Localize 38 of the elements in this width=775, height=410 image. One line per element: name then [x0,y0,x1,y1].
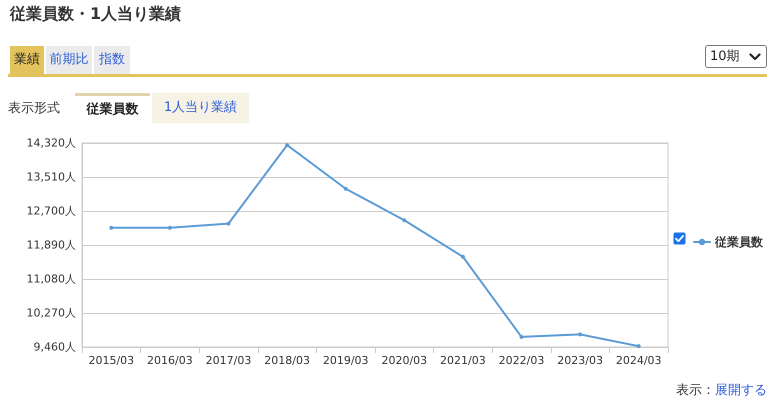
legend-label: 従業員数 [714,235,764,249]
point [226,222,230,226]
point [578,332,582,336]
y-tick-label: 11,080人 [26,272,76,286]
x-tick-label: 2024/03 [616,354,662,367]
point [109,226,114,230]
x-tick-label: 2021/03 [440,354,486,367]
point [285,143,290,148]
y-tick-label: 9,460人 [34,340,76,354]
point [168,226,172,230]
x-tick-label: 2017/03 [206,354,252,367]
text: 表示形式 [8,100,60,117]
point [520,334,524,339]
point [402,218,406,222]
text: 指数 [94,46,130,74]
text: 業績 [10,46,44,74]
x-tick-label: 2015/03 [88,354,134,367]
x-tick-label: 2018/03 [264,354,310,367]
x-tick-label: 2020/03 [381,354,428,367]
x-tick-label: 2016/03 [147,354,193,367]
text: 1人当り業績 [152,93,249,123]
x-tick-label: 2019/03 [322,354,369,367]
text: 従業員数 [75,93,150,123]
y-tick-label: 10,270人 [26,306,76,320]
y-tick-label: 11,890人 [26,238,76,252]
y-tick-label: 12,700人 [26,204,76,218]
x-tick-label: 2022/03 [498,354,544,367]
chart-title: 従業員数・1人当り業績 [10,4,182,25]
point [636,344,641,348]
y-tick-label: 13,510人 [26,170,76,184]
text: 表示： [676,383,715,398]
text: 10期 [710,48,740,66]
point [460,254,465,259]
point [344,186,348,191]
text: 展開する [715,383,767,398]
y-tick-label: 14,320人 [26,136,76,150]
text: 前期比 [46,46,92,74]
x-tick-label: 2023/03 [557,354,603,367]
